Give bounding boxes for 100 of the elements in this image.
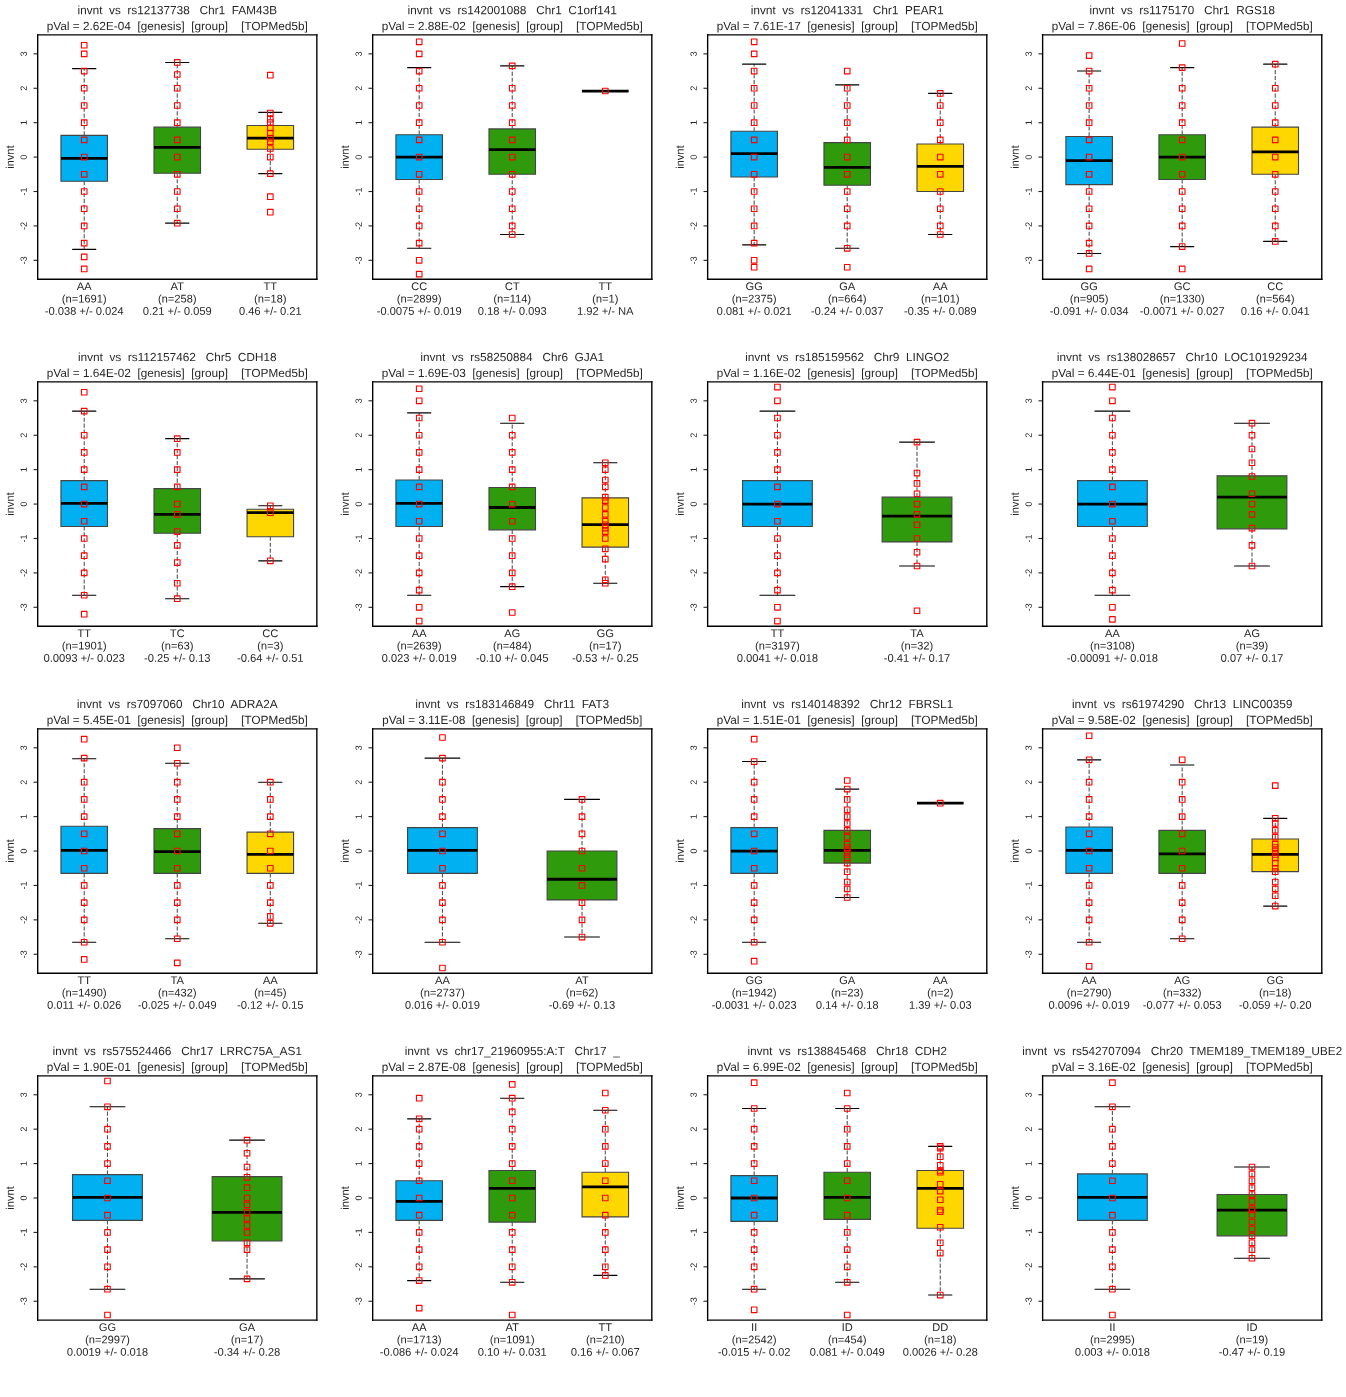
x-tick-label: TT (n=1) 1.92 +/- NA xyxy=(577,282,634,315)
chart-subtitle: pVal = 1.16E-02 [genesis] [group] [TOPMed5b] xyxy=(717,368,977,380)
y-tick-label: -2 xyxy=(20,222,27,230)
y-tick-label: 3 xyxy=(20,745,27,750)
y-tick-label: -2 xyxy=(355,1263,362,1271)
y-tick-label: 3 xyxy=(1025,1092,1032,1097)
y-axis-title: invnt xyxy=(5,145,14,169)
y-tick-label: -3 xyxy=(1025,256,1032,264)
y-tick-label: 3 xyxy=(1025,745,1032,750)
y-tick-label: -3 xyxy=(690,603,697,611)
y-tick-label: 0 xyxy=(20,154,27,160)
chart-subtitle: pVal = 2.62E-04 [genesis] [group] [TOPMed5b] xyxy=(47,21,307,33)
y-tick-label: -2 xyxy=(20,1263,27,1271)
x-tick-label: AA (n=1691) -0.038 +/- 0.024 xyxy=(45,282,124,315)
x-tick-label: II (n=2542) -0.015 +/- 0.02 xyxy=(718,1323,790,1356)
y-tick-label: -1 xyxy=(1025,534,1032,543)
y-tick-label: -1 xyxy=(1025,1228,1032,1237)
y-tick-label: 0 xyxy=(20,848,27,854)
y-tick-label: -1 xyxy=(355,187,362,196)
y-axis-title: invnt xyxy=(1010,839,1019,863)
y-axis-title: invnt xyxy=(675,839,684,863)
y-tick-label: 0 xyxy=(355,848,362,854)
x-tick-label: GG (n=17) -0.53 +/- 0.25 xyxy=(572,629,639,662)
chart-title: invnt vs rs12041331 Chr1 PEAR1 xyxy=(751,5,944,15)
y-tick-label: -2 xyxy=(690,916,697,924)
y-axis-title: invnt xyxy=(1010,1186,1019,1209)
x-tick-label: DD (n=18) 0.0026 +/- 0.28 xyxy=(903,1323,978,1356)
y-tick-label: -1 xyxy=(20,1228,27,1237)
x-tick-label: AA (n=2790) 0.0096 +/- 0.019 xyxy=(1048,976,1130,1009)
y-axis-title: invnt xyxy=(675,492,684,516)
chart-title: invnt vs rs1175170 Chr1 RGS18 xyxy=(1090,5,1275,15)
x-tick-label: CC (n=2899) -0.0075 +/- 0.019 xyxy=(377,282,462,315)
y-tick-label: 1 xyxy=(355,1161,362,1166)
y-tick-label: -1 xyxy=(20,187,27,196)
chart-title: invnt vs rs140148392 Chr12 FBRSL1 xyxy=(742,699,953,709)
y-tick-label: 0 xyxy=(355,501,362,507)
y-tick-label: 2 xyxy=(355,86,362,91)
y-tick-label: -2 xyxy=(355,222,362,230)
chart-title: invnt vs rs138028657 Chr10 LOC101929234 xyxy=(1057,352,1308,362)
chart-subtitle: pVal = 1.90E-01 [genesis] [group] [TOPMed5b] xyxy=(47,1062,307,1074)
y-tick-label: 2 xyxy=(20,433,27,438)
y-axis-title: invnt xyxy=(675,1186,684,1209)
chart-title: invnt vs rs58250884 Chr6 GJA1 xyxy=(421,352,604,362)
y-tick-label: -3 xyxy=(1025,950,1032,958)
x-tick-label: GA (n=17) -0.34 +/- 0.28 xyxy=(214,1323,280,1356)
y-tick-label: -1 xyxy=(355,534,362,543)
chart-title: invnt vs rs542707094 Chr20 TMEM189_TMEM189_UBE2 xyxy=(1022,1046,1342,1058)
y-tick-label: 0 xyxy=(20,501,27,507)
chart-title: invnt vs rs183146849 Chr11 FAT3 xyxy=(416,699,609,709)
y-tick-label: 0 xyxy=(1025,501,1032,507)
x-tick-label: GC (n=1330) -0.0071 +/- 0.027 xyxy=(1140,282,1225,315)
x-tick-label: II (n=2995) 0.003 +/- 0.018 xyxy=(1075,1323,1150,1356)
x-tick-label: AA (n=2639) 0.023 +/- 0.019 xyxy=(382,629,457,662)
y-tick-label: 2 xyxy=(690,780,697,785)
y-tick-label: 2 xyxy=(1025,433,1032,438)
y-tick-label: -2 xyxy=(690,222,697,230)
y-tick-label: -3 xyxy=(690,1297,697,1305)
y-tick-label: 2 xyxy=(355,433,362,438)
chart-subtitle: pVal = 1.69E-03 [genesis] [group] [TOPMed5b] xyxy=(382,368,642,380)
y-tick-label: -1 xyxy=(20,881,27,890)
x-tick-label: AT (n=1091) 0.10 +/- 0.031 xyxy=(478,1323,547,1356)
y-tick-label: 0 xyxy=(20,1195,27,1201)
chart-title: invnt vs rs185159562 Chr9 LINGO2 xyxy=(745,352,949,362)
y-tick-label: -3 xyxy=(1025,1297,1032,1305)
y-tick-label: 1 xyxy=(20,467,27,472)
x-tick-label: TT (n=1490) 0.011 +/- 0.026 xyxy=(47,976,121,1009)
x-tick-label: GG (n=1942) -0.0031 +/- 0.023 xyxy=(712,976,797,1009)
x-tick-label: AA (n=1713) -0.086 +/- 0.024 xyxy=(380,1323,459,1356)
y-tick-label: -2 xyxy=(1025,569,1032,577)
y-tick-label: 0 xyxy=(1025,154,1032,160)
y-tick-label: -2 xyxy=(20,916,27,924)
y-tick-label: -1 xyxy=(355,1228,362,1237)
y-tick-label: -3 xyxy=(1025,603,1032,611)
y-tick-label: 2 xyxy=(355,780,362,785)
chart-subtitle: pVal = 3.16E-02 [genesis] [group] [TOPMed5b] xyxy=(1052,1062,1312,1074)
y-tick-label: 3 xyxy=(20,51,27,57)
y-tick-label: 1 xyxy=(355,467,362,472)
y-tick-label: 2 xyxy=(20,1127,27,1132)
y-tick-label: 0 xyxy=(690,154,697,160)
chart-subtitle: pVal = 7.86E-06 [genesis] [group] [TOPMed5b] xyxy=(1052,21,1312,33)
y-tick-label: 1 xyxy=(20,1161,27,1166)
y-tick-label: 3 xyxy=(1025,398,1032,403)
y-tick-label: 1 xyxy=(355,120,362,125)
chart-subtitle: pVal = 1.64E-02 [genesis] [group] [TOPMed5b] xyxy=(47,368,307,380)
y-tick-label: 2 xyxy=(20,780,27,785)
x-tick-label: AG (n=484) -0.10 +/- 0.045 xyxy=(476,629,549,662)
y-tick-label: 2 xyxy=(20,86,27,91)
x-tick-label: CT (n=114) 0.18 +/- 0.093 xyxy=(478,282,547,315)
y-axis-title: invnt xyxy=(5,492,14,516)
y-tick-label: -1 xyxy=(690,1228,697,1237)
x-tick-label: CC (n=564) 0.16 +/- 0.041 xyxy=(1241,282,1310,315)
y-tick-label: -3 xyxy=(20,603,27,611)
y-tick-label: 2 xyxy=(355,1127,362,1132)
y-tick-label: -2 xyxy=(1025,222,1032,230)
y-tick-label: 3 xyxy=(355,745,362,750)
x-tick-label: AA (n=3108) -0.00091 +/- 0.018 xyxy=(1067,629,1158,662)
y-axis-title: invnt xyxy=(5,1186,14,1209)
y-tick-label: -2 xyxy=(355,569,362,577)
y-tick-label: 3 xyxy=(1025,51,1032,57)
chart-title: invnt vs rs7097060 Chr10 ADRA2A xyxy=(77,699,278,709)
